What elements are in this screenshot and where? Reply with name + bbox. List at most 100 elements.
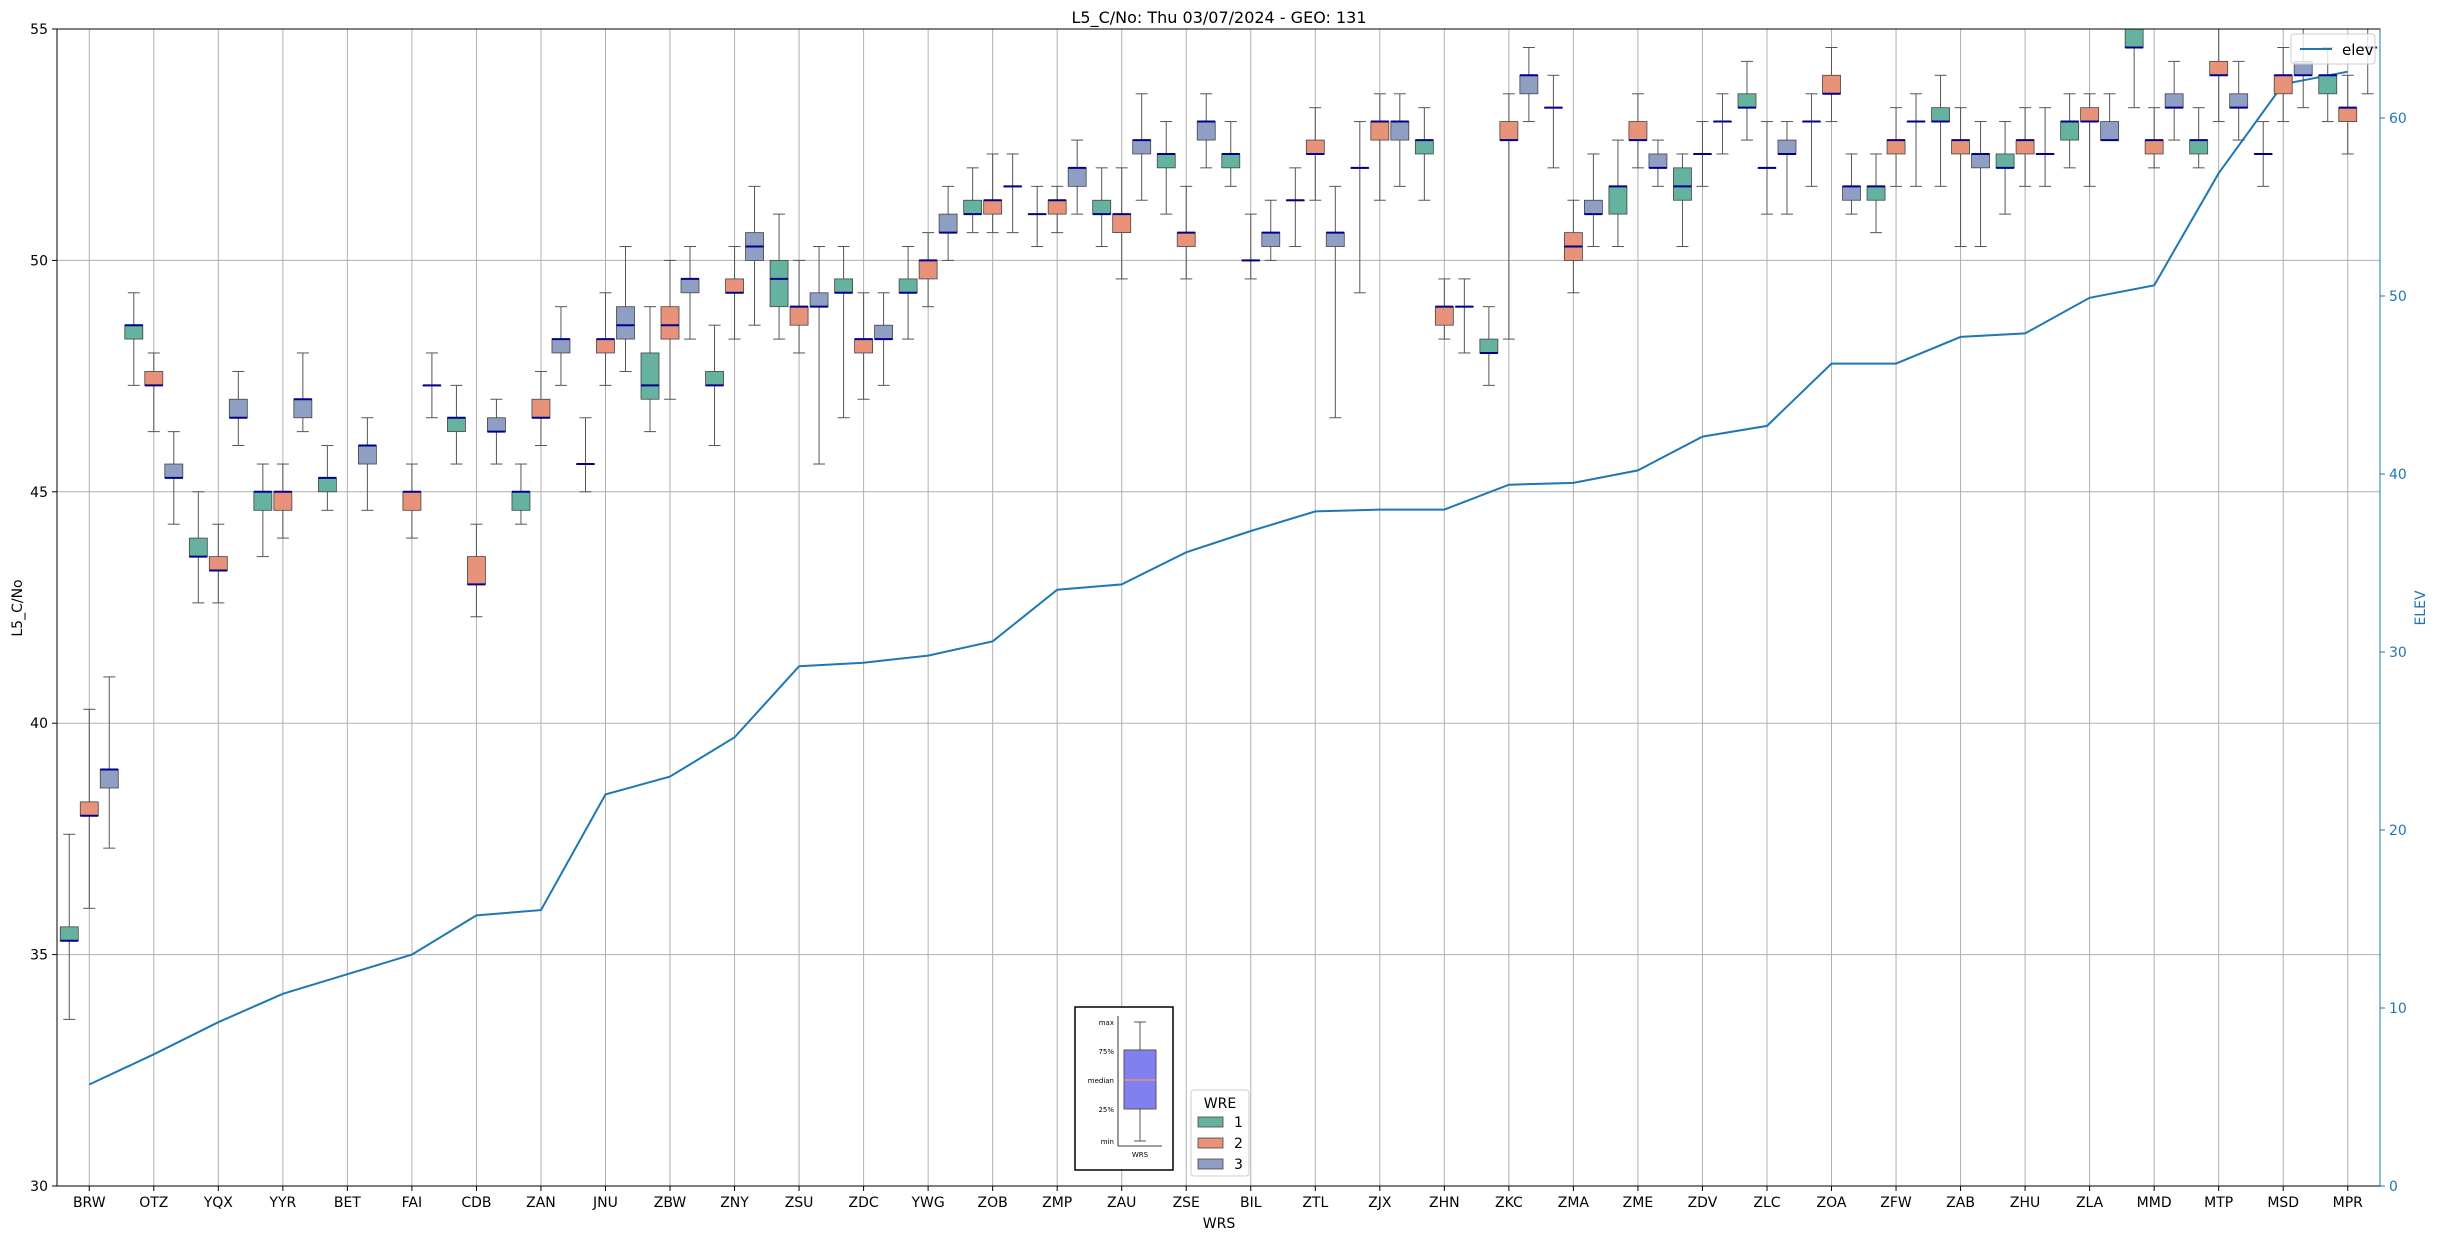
box-zse-wre1 (1156, 121, 1176, 215)
key-median-label: median (1088, 1077, 1114, 1085)
box-zau-wre1 (1092, 167, 1112, 248)
box-mpr-wre1 (2318, 47, 2338, 123)
box-iqr (99, 769, 119, 789)
x-tick-label: FAI (402, 1195, 422, 1211)
x-tick-label: ZLA (2076, 1195, 2104, 1211)
box-iqr (1176, 232, 1196, 247)
x-tick-label: ZTL (1302, 1195, 1328, 1211)
box-zjx-wre1 (1350, 121, 1370, 294)
y-tick-label: 50 (30, 253, 48, 269)
box-zla-wre2 (2080, 93, 2100, 187)
box-ywg-wre2 (918, 232, 938, 308)
box-zkc-wre1 (1479, 306, 1499, 386)
box-yyr-wre1 (253, 463, 273, 558)
box-iqr (1370, 121, 1390, 141)
elev-line (88, 70, 2348, 1086)
y-tick-label: 35 (30, 948, 48, 964)
elev-legend: elev (2290, 33, 2376, 65)
x-tick-label: ZHN (1429, 1195, 1460, 1211)
box-iqr (1842, 185, 1861, 201)
wre-legend-title: WRE (1204, 1096, 1236, 1112)
box-iqr (1519, 74, 1539, 95)
box-ztl-wre2 (1305, 107, 1325, 201)
box-jnu-wre3 (616, 246, 635, 372)
box-iqr (1951, 139, 1970, 155)
box-zab-wre1 (1931, 74, 1950, 187)
box-zny-wre3 (745, 185, 764, 326)
box-zhu-wre2 (2015, 107, 2035, 187)
box-zme-wre1 (1608, 139, 1628, 248)
x-axis-label: WRS (1203, 1216, 1236, 1232)
box-msd-wre2 (2273, 47, 2293, 123)
box-zma-wre3 (1584, 153, 1603, 248)
x-tick-label: ZFW (1880, 1195, 1912, 1211)
box-iqr (208, 556, 228, 571)
box-iqr (2338, 107, 2358, 122)
box-iqr (402, 491, 422, 511)
box-iqr (1628, 121, 1648, 141)
box-iqr (2318, 74, 2338, 95)
x-tick-label: ZAB (1946, 1195, 1975, 1211)
box-ywg-wre1 (898, 246, 918, 340)
x-tick-label: ZMP (1042, 1195, 1072, 1211)
box-zma-wre2 (1564, 199, 1583, 294)
box-zse-wre3 (1196, 93, 1216, 169)
box-otz-wre3 (164, 431, 184, 525)
box-zbw-wre3 (680, 246, 700, 340)
box-zdc-wre2 (854, 292, 873, 400)
box-zjx-wre2 (1370, 93, 1390, 201)
box-iqr (2060, 121, 2080, 141)
key-q1-label: 25% (1098, 1106, 1114, 1114)
x-tick-label: ZKC (1495, 1195, 1523, 1211)
y2-tick-label: 40 (2389, 467, 2407, 483)
box-yyr-wre2 (273, 463, 293, 539)
x-tick-label: ZLC (1753, 1195, 1780, 1211)
x-tick-label: ZAU (1107, 1195, 1136, 1211)
box-zhn-wre2 (1434, 278, 1454, 340)
box-zme-wre2 (1628, 93, 1648, 169)
elev-layer (88, 70, 2348, 1086)
box-zhu-wre3 (2035, 107, 2055, 187)
box-mtp-wre3 (2229, 60, 2249, 141)
box-cdb-wre3 (487, 398, 506, 465)
y-tick-label: 55 (30, 22, 48, 38)
box-zmp-wre1 (1027, 185, 1047, 248)
box-brw-wre1 (59, 833, 79, 1020)
box-zdc-wre3 (874, 292, 893, 386)
x-tick-label: MSD (2267, 1195, 2299, 1211)
box-iqr (680, 278, 700, 294)
key-min-label: min (1101, 1138, 1114, 1146)
box-zoa-wre3 (1842, 153, 1861, 215)
box-zan-wre3 (551, 306, 571, 386)
box-iqr (467, 556, 486, 585)
box-zsu-wre3 (809, 246, 829, 465)
box-iqr (1822, 74, 1841, 95)
y2-tick-label: 10 (2389, 1001, 2407, 1017)
box-yqx-wre3 (228, 370, 248, 447)
box-iqr (79, 801, 99, 817)
box-iqr (228, 398, 248, 419)
box-iqr (551, 338, 571, 354)
x-tick-label: ZME (1623, 1195, 1654, 1211)
box-zlc-wre1 (1737, 60, 1757, 141)
box-zla-wre3 (2100, 93, 2120, 142)
x-tick-label: ZSU (785, 1195, 814, 1211)
box-iqr (963, 199, 983, 215)
wre-legend-label-3: 3 (1234, 1157, 1243, 1173)
box-iqr (447, 417, 466, 433)
box-iqr (854, 338, 873, 354)
box-iqr (789, 306, 809, 326)
x-tick-label: CDB (461, 1195, 491, 1211)
x-tick-label: OTZ (139, 1195, 168, 1211)
box-iqr (1995, 153, 2015, 169)
box-mmd-wre2 (2144, 107, 2164, 169)
y-axis-label: L5_C/No (10, 579, 26, 636)
box-jnu-wre1 (576, 417, 595, 493)
box-iqr (2100, 121, 2120, 141)
y-tick-label: 30 (30, 1179, 48, 1195)
box-brw-wre2 (79, 708, 99, 909)
x-tick-label: ZHU (2010, 1195, 2040, 1211)
key-q3-label: 75% (1098, 1048, 1114, 1056)
box-iqr (660, 306, 680, 340)
